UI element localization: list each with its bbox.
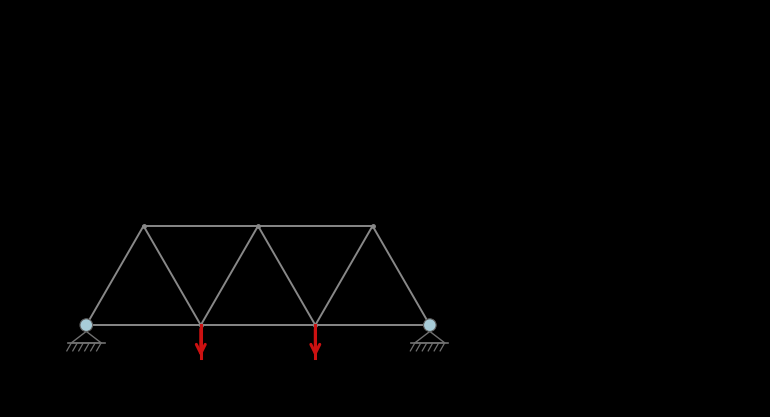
Text: B: B [139, 205, 149, 218]
Text: F: F [321, 339, 330, 352]
Text: 7.8 kN: 7.8 kN [295, 373, 336, 386]
Text: C: C [253, 205, 263, 218]
Text: d: d [252, 304, 260, 317]
Text: positive if in tension, negative if in compression.: positive if in tension, negative if in c… [14, 98, 318, 111]
Text: Determine the force in each member of the loaded truss. All triangles are equila: Determine the force in each member of th… [14, 37, 761, 50]
Circle shape [424, 319, 436, 332]
Text: G: G [206, 339, 217, 352]
Circle shape [80, 319, 92, 332]
Text: E: E [441, 319, 451, 332]
Text: A: A [65, 319, 75, 332]
Text: D: D [367, 205, 378, 218]
Text: 2.0 kN: 2.0 kN [180, 373, 221, 386]
